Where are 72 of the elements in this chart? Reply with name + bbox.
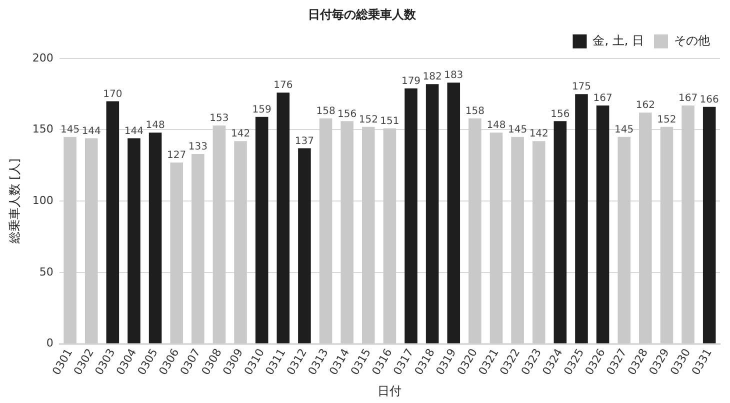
legend-label: 金, 土, 日 (592, 34, 644, 48)
bar (383, 128, 396, 344)
data-label: 137 (294, 136, 314, 147)
bar (404, 88, 418, 344)
data-label: 151 (380, 116, 400, 127)
data-label: 158 (316, 106, 336, 117)
data-label: 142 (230, 128, 250, 140)
data-label: 153 (210, 113, 229, 124)
data-label: 144 (124, 126, 144, 137)
data-label: 158 (465, 106, 484, 117)
bar (128, 138, 140, 344)
bar (212, 125, 226, 344)
bar (468, 118, 482, 344)
data-label: 145 (614, 124, 634, 136)
data-label: 183 (444, 70, 464, 82)
bar (276, 92, 290, 344)
y-tick-label: 100 (32, 194, 54, 207)
data-label: 167 (593, 93, 612, 104)
data-label: 142 (529, 128, 548, 140)
legend-label: その他 (674, 34, 710, 48)
bar (426, 84, 439, 344)
data-label: 182 (422, 72, 442, 83)
data-label: 144 (82, 126, 101, 137)
bar (170, 162, 183, 344)
bar (255, 116, 268, 344)
bar (106, 101, 120, 344)
bar (575, 94, 588, 344)
data-label: 159 (252, 104, 272, 116)
bar (340, 121, 354, 344)
bar (298, 148, 311, 344)
bar (362, 126, 375, 344)
bar (596, 105, 610, 344)
data-label: 176 (274, 80, 293, 92)
data-label: 127 (167, 150, 186, 162)
bar (490, 132, 503, 344)
bar (447, 82, 460, 344)
data-label: 170 (103, 88, 122, 100)
bar (554, 121, 567, 344)
bar (639, 112, 652, 344)
data-label: 166 (700, 94, 719, 106)
bar (532, 141, 546, 344)
data-label: 156 (550, 108, 570, 120)
data-label: 133 (188, 142, 208, 153)
bar (319, 118, 332, 344)
bar (192, 154, 204, 344)
data-label: 148 (146, 120, 165, 132)
y-axis-title: 総乗車人数 [人] (7, 158, 22, 245)
bar (660, 126, 674, 344)
chart-title: 日付毎の総乗車人数 (308, 7, 417, 22)
x-axis-title: 日付 (378, 384, 402, 398)
data-label: 167 (678, 93, 698, 104)
data-label: 152 (358, 114, 378, 126)
bar (682, 105, 694, 344)
data-label: 175 (572, 82, 592, 93)
bar (234, 141, 247, 344)
data-label: 148 (486, 120, 506, 132)
data-label: 145 (60, 124, 80, 136)
y-tick-label: 150 (32, 122, 54, 136)
bar (702, 106, 716, 344)
bar (511, 136, 524, 344)
y-tick-label: 0 (46, 336, 54, 350)
data-label: 179 (401, 76, 421, 87)
y-tick-label: 200 (32, 51, 54, 64)
data-label: 156 (338, 108, 357, 120)
bar (618, 136, 630, 344)
data-label: 145 (508, 124, 528, 136)
data-label: 162 (636, 100, 655, 112)
y-tick-label: 50 (39, 265, 54, 278)
data-label: 152 (657, 114, 676, 126)
bar (84, 138, 98, 344)
bar (148, 132, 162, 344)
bar (64, 136, 76, 344)
